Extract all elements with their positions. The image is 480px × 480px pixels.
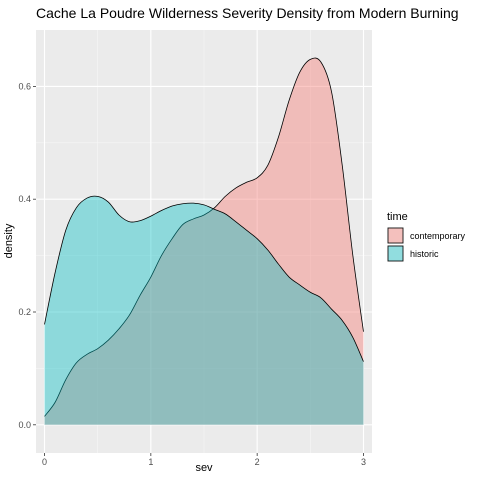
y-axis-title: density [3,223,15,258]
chart-title: Cache La Poudre Wilderness Severity Dens… [36,5,459,21]
y-tick-label: 0.6 [18,81,31,91]
y-axis-ticks: 0.0 0.2 0.4 0.6 [18,81,36,430]
legend-key-contemporary [387,227,404,244]
density-line-contemporary [44,57,364,417]
legend-label-historic: historic [410,249,439,259]
x-tick-label: 1 [148,457,153,467]
y-tick-label: 0.2 [18,307,31,317]
legend-key-bg [387,227,404,244]
density-areas [44,57,364,425]
y-tick-label: 0.4 [18,194,31,204]
legend-label-contemporary: contemporary [410,231,466,241]
density-area-contemporary [44,58,364,425]
x-axis-title: sev [195,462,213,474]
major-gridlines [36,30,372,453]
x-tick-label: 2 [255,457,260,467]
legend-items: contemporary historic [387,227,466,262]
legend-title: time [387,211,408,223]
legend-key-historic [387,245,404,262]
density-area-historic [44,196,364,425]
x-tick-label: 0 [42,457,47,467]
y-tick-label: 0.0 [18,420,31,430]
x-axis-ticks: 0 1 2 3 [42,453,366,467]
legend: time contemporary historic [387,211,466,262]
legend-key-bg [387,245,404,262]
x-tick-label: 3 [361,457,366,467]
density-line-historic [44,195,364,362]
minor-gridlines [36,30,372,453]
